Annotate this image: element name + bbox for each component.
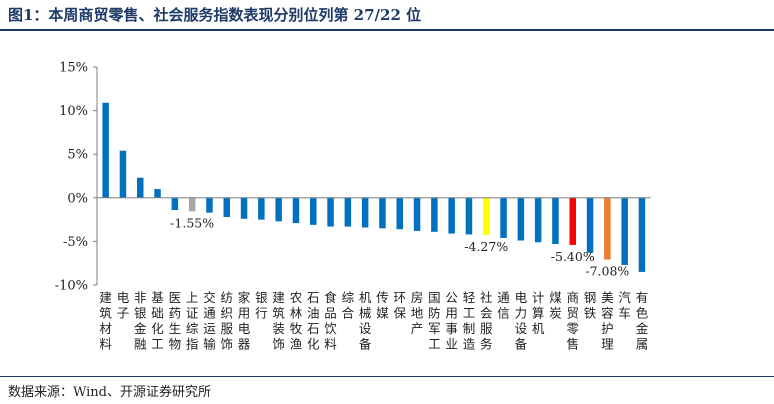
bar <box>102 102 109 198</box>
category-label: 电子 <box>117 290 130 321</box>
category-label: 电力设备 <box>515 290 528 352</box>
bar <box>119 150 127 198</box>
category-label: 轻工制造 <box>463 290 476 352</box>
category-label: 汽车 <box>618 290 631 321</box>
bar <box>188 197 196 212</box>
category-label: 传媒 <box>376 290 389 321</box>
y-tick-label: -5% <box>63 235 88 250</box>
data-labels: -1.55% -4.27% -5.40%-7.08% <box>170 215 629 278</box>
source-rule <box>0 376 774 377</box>
y-tick-label: 15% <box>59 61 88 76</box>
bar <box>171 197 179 211</box>
bar <box>534 197 542 243</box>
category-label: 农林牧渔 <box>290 290 303 352</box>
category-label: 美容护理 <box>601 290 614 352</box>
category-label: 非银金融 <box>134 290 147 352</box>
bar <box>292 197 300 224</box>
category-label: 房地产 <box>411 290 424 336</box>
bar <box>638 197 646 272</box>
bar <box>413 197 421 231</box>
category-label: 基础化工 <box>151 290 164 352</box>
category-label: 上证综指 <box>186 290 199 352</box>
category-label: 建筑材料 <box>99 290 112 352</box>
bar <box>604 197 611 260</box>
category-label: 通信 <box>497 290 510 321</box>
category-label: 综合 <box>342 290 355 321</box>
figure-title: 图1：本周商贸零售、社会服务指数表现分别位列第 27/22 位 <box>8 6 422 24</box>
category-label: 机械设备 <box>359 290 372 352</box>
bar <box>621 197 628 265</box>
category-label: 环保 <box>393 290 406 321</box>
category-label: 医药生物 <box>169 290 182 352</box>
category-label: 公用事业 <box>445 290 458 352</box>
source-note: 数据来源：Wind、开源证券研究所 <box>8 385 211 400</box>
bar <box>379 197 386 229</box>
bars-group <box>102 102 646 272</box>
bar <box>569 197 576 245</box>
category-label: 煤炭 <box>549 290 562 321</box>
y-axis: 15% 10% 5% 0% -5% -10% <box>55 61 98 294</box>
data-label: -4.27% <box>464 239 508 254</box>
category-label: 社会服务 <box>480 290 493 352</box>
bar <box>206 197 213 213</box>
category-label: 有色金属 <box>636 290 649 352</box>
bar <box>223 197 230 217</box>
bar <box>137 177 144 198</box>
bar <box>240 197 248 219</box>
category-label: 家用电器 <box>238 290 251 352</box>
bar <box>310 197 317 225</box>
category-label: 计算机 <box>532 290 545 336</box>
category-label: 银行 <box>255 290 268 321</box>
bar <box>344 197 352 227</box>
bar <box>154 189 161 198</box>
bar <box>361 197 369 228</box>
y-tick-label: 10% <box>59 104 88 119</box>
bar <box>517 197 525 241</box>
bar <box>586 197 594 253</box>
bar <box>431 197 438 232</box>
bar <box>500 197 507 238</box>
category-label: 石油石化 <box>307 290 320 352</box>
category-labels: 建筑材料电子非银金融基础化工医药生物上证综指交通运输纺织服饰家用电器银行建筑装饰… <box>99 290 648 352</box>
bar <box>552 197 559 245</box>
bar <box>396 197 403 230</box>
category-label: 商贸零售 <box>566 290 579 352</box>
category-label: 国防军工 <box>428 290 441 352</box>
bar <box>465 197 473 235</box>
y-tick-label: 0% <box>67 191 88 206</box>
y-tick-label: -10% <box>55 279 88 294</box>
category-label: 交通运输 <box>203 290 216 352</box>
bar <box>448 197 455 234</box>
category-label: 建筑装饰 <box>272 290 285 352</box>
y-tick-label: 5% <box>67 148 88 163</box>
category-label: 纺织服饰 <box>220 290 233 352</box>
data-label: -1.55% <box>170 215 214 230</box>
bar <box>258 197 265 220</box>
bar <box>327 197 334 227</box>
bar <box>483 197 490 236</box>
data-label: -5.40% <box>551 249 595 264</box>
data-label: -7.08% <box>585 264 629 279</box>
category-label: 食品饮料 <box>324 290 337 352</box>
bar <box>275 197 282 222</box>
category-label: 钢铁 <box>584 290 597 321</box>
title-rule <box>0 29 774 31</box>
